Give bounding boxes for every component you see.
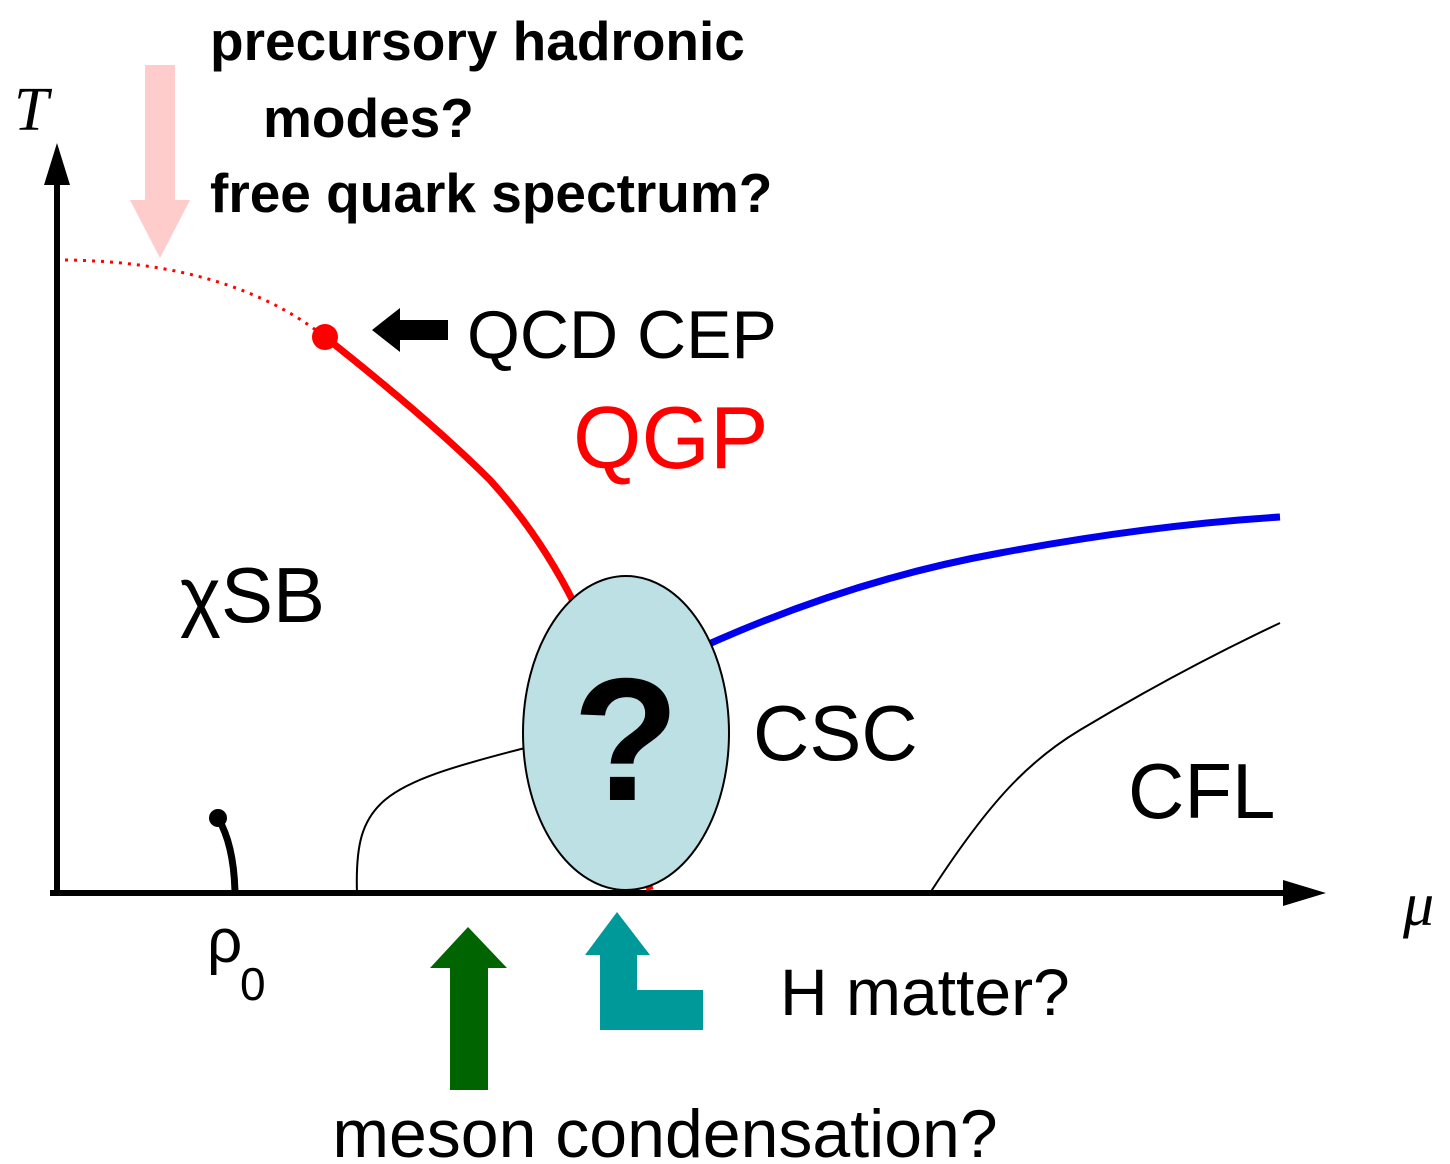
critical-point: [312, 324, 338, 350]
rho0-subscript: 0: [240, 958, 266, 1010]
first-order-line: [322, 334, 654, 891]
chisb-label: χSB: [180, 551, 325, 639]
crossover-line: [64, 258, 326, 339]
csc-boundary: [698, 513, 1281, 652]
csc-label: CSC: [753, 689, 918, 777]
thin-line-left: [355, 747, 526, 894]
cfl-label: CFL: [1128, 747, 1275, 835]
cfl-boundary: [929, 622, 1281, 894]
nuclear-point: [209, 809, 227, 827]
h-matter-arrow: [585, 912, 703, 1030]
nuclear-line: [214, 816, 239, 894]
y-axis-arrow: [44, 143, 70, 185]
question-mark: ?: [573, 643, 680, 838]
x-axis-arrow: [1283, 880, 1326, 906]
annotation: free quark spectrum?: [210, 162, 772, 224]
y-axis-label: T: [14, 76, 53, 144]
cep-arrow: [372, 308, 448, 352]
pink-arrow: [130, 65, 190, 258]
qgp-label: QGP: [573, 388, 769, 487]
unknown-region: [522, 575, 730, 891]
cep-label: QCD CEP: [467, 297, 777, 373]
meson-label: meson condensation?: [332, 1096, 997, 1164]
h-matter-label: H matter?: [780, 955, 1070, 1029]
x-axis-label: μ: [1402, 871, 1434, 939]
meson-arrow: [430, 927, 507, 1090]
rho0-label: ρ: [207, 907, 242, 976]
annotation: precursory hadronic: [210, 10, 745, 72]
annotation: modes?: [263, 87, 474, 149]
